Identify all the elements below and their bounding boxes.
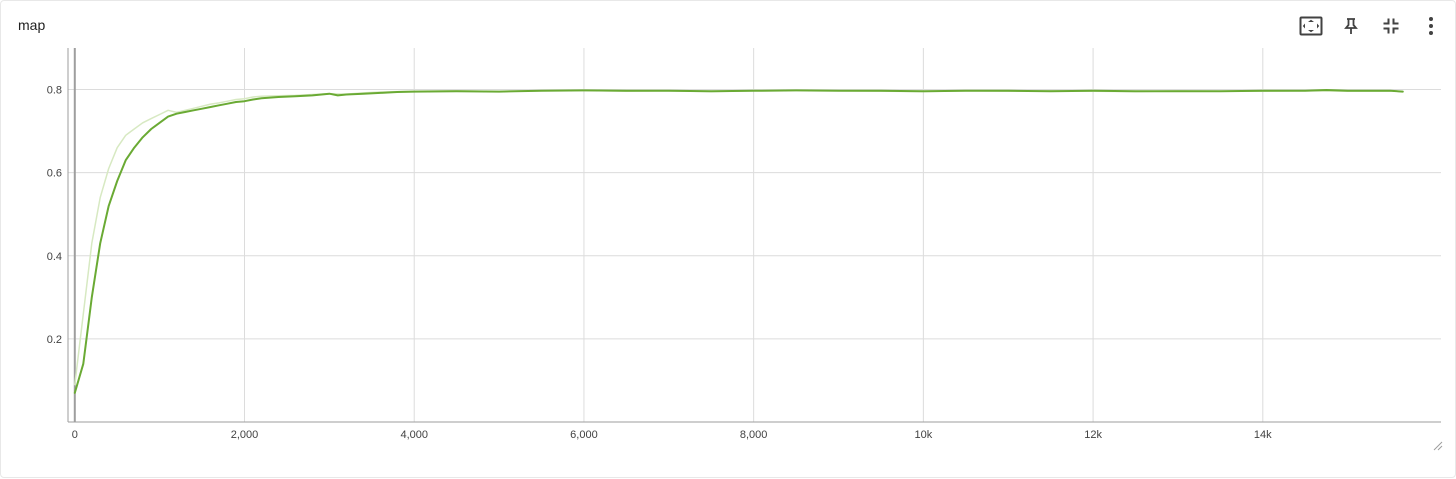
- x-tick-label: 6,000: [570, 429, 598, 441]
- collapse-icon: [1383, 18, 1399, 34]
- y-tick-label: 0.6: [47, 168, 62, 180]
- x-tick-label: 4,000: [400, 429, 428, 441]
- x-tick-label: 2,000: [231, 429, 259, 441]
- more-vert-icon: [1429, 17, 1433, 35]
- x-tick-label: 12k: [1084, 429, 1102, 441]
- grid: [68, 48, 1441, 422]
- pin-icon: [1344, 18, 1358, 34]
- card-title: map: [18, 17, 46, 33]
- x-tick-label: 10k: [914, 429, 932, 441]
- fit-domain-button[interactable]: [1295, 13, 1327, 39]
- collapse-button[interactable]: [1375, 13, 1407, 39]
- pin-button[interactable]: [1335, 13, 1367, 39]
- resize-handle-icon[interactable]: [1433, 441, 1443, 451]
- tick-labels: 0.2 0.4 0.6 0.8 0 2,000 4,000 6,000 8,000 10k 12k 1…: [47, 85, 1272, 441]
- card-toolbar: [1295, 13, 1447, 39]
- fit-domain-icon: [1299, 16, 1323, 36]
- raw-series-line: [74, 89, 1391, 386]
- x-tick-label: 14k: [1254, 429, 1272, 441]
- y-tick-label: 0.8: [47, 85, 62, 97]
- series: [73, 89, 1404, 394]
- axes: [67, 48, 1441, 423]
- smoothed-series-line: [73, 89, 1404, 394]
- x-tick-label: 8,000: [740, 429, 768, 441]
- more-options-button[interactable]: [1415, 13, 1447, 39]
- y-tick-label: 0.2: [47, 334, 62, 346]
- y-tick-label: 0.4: [47, 251, 62, 263]
- x-tick-label: 0: [72, 429, 78, 441]
